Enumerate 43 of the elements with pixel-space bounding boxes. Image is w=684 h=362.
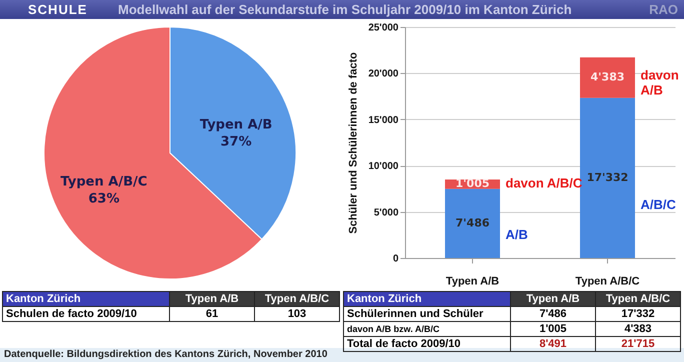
text: 103 — [288, 308, 306, 320]
data-label: 63% — [88, 192, 120, 207]
annotation: davon A/B — [640, 68, 679, 98]
bar — [445, 188, 500, 258]
annotation: A/B/C — [640, 197, 676, 212]
y-axis-title: Schüler und Schülerinnen de facto — [347, 52, 360, 234]
text: 8'491 — [539, 338, 567, 350]
y-tick-label: 15'000 — [368, 114, 399, 126]
category-label: Typen A/B — [170, 292, 254, 306]
category-label: Typen A/B/C — [596, 292, 680, 306]
data-label: 17'332 — [586, 170, 628, 184]
text: SCHULE — [28, 1, 88, 19]
y-tick-label: 0 — [392, 254, 399, 264]
y-tick-label: 10'000 — [368, 161, 399, 172]
category-label: Typen A/B/C — [254, 292, 340, 306]
category-label: Typen A/B — [510, 292, 596, 306]
y-tick-label: 20'000 — [368, 68, 399, 80]
bar — [580, 57, 635, 98]
data-label: 7'486 — [456, 216, 490, 230]
y-tick-label: 25'000 — [368, 22, 399, 34]
text: 61 — [206, 308, 218, 320]
text: RAO — [649, 1, 678, 19]
text: Datenquelle: Bildungsdirektion des Kantons Zürich, November 2010 — [4, 349, 328, 360]
text: 7'486 — [539, 308, 567, 320]
text: 17'332 — [621, 308, 655, 320]
slice-label: Typen A/B/C — [60, 174, 148, 190]
text: Modellwahl auf der Sekundarstufe im Schuljahr 2009/10 im Kanton Zürich — [118, 1, 572, 19]
text: Kanton Zürich — [344, 292, 510, 306]
bar — [580, 98, 635, 258]
annotation: A/B — [506, 227, 528, 242]
category-label: Schülerinnen und Schüler — [347, 308, 484, 320]
y-tick-label: 5'000 — [374, 207, 399, 218]
slice-label: Typen A/B — [200, 117, 272, 132]
data-label: 1'005 — [456, 177, 490, 190]
text: 21'715 — [621, 338, 655, 350]
category-label: Total de facto 2009/10 — [347, 338, 461, 350]
data-label: 37% — [220, 134, 252, 150]
data-label: 4'383 — [590, 70, 624, 84]
text: 1'005 — [539, 323, 567, 335]
text: Kanton Zürich — [2, 292, 170, 306]
category-label: davon A/B bzw. A/B/C — [347, 324, 440, 334]
category-label: Schulen de facto 2009/10 — [6, 308, 137, 320]
text: 4'383 — [624, 323, 652, 335]
